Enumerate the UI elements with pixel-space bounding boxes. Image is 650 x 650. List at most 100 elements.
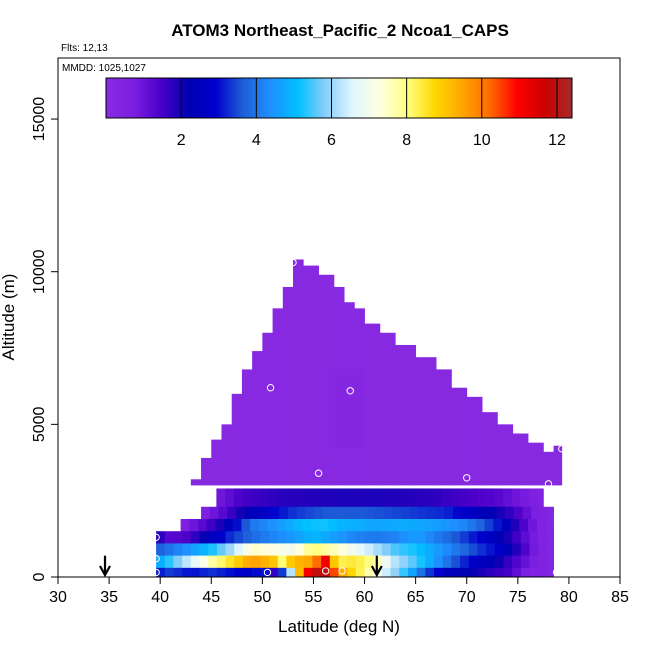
heatmap-cell bbox=[242, 543, 253, 557]
heatmap-cell bbox=[477, 555, 487, 569]
heatmap-cell bbox=[476, 488, 487, 508]
heatmap-cell bbox=[442, 488, 452, 508]
heatmap-cell bbox=[321, 567, 331, 578]
heatmap-cell bbox=[537, 488, 544, 508]
heatmap-cell bbox=[486, 555, 496, 569]
heatmap-cell bbox=[460, 543, 470, 557]
heatmap-cell bbox=[468, 543, 478, 557]
heatmap-cell bbox=[442, 543, 452, 557]
colorbar-tick-label: 6 bbox=[327, 132, 336, 149]
heatmap-cell bbox=[331, 506, 341, 520]
heatmap-cell bbox=[347, 567, 357, 578]
heatmap-cell bbox=[486, 543, 496, 557]
heatmap-cell bbox=[260, 543, 270, 557]
heatmap-cell bbox=[345, 518, 355, 532]
heatmap-cell bbox=[355, 543, 365, 557]
y-tick-label: 5000 bbox=[31, 406, 48, 442]
heatmap-cell bbox=[371, 518, 381, 532]
heatmap-cell bbox=[293, 518, 303, 532]
heatmap-cell bbox=[383, 506, 393, 520]
heatmap-cell bbox=[390, 488, 400, 508]
heatmap-cell bbox=[432, 518, 442, 532]
heatmap-cell bbox=[260, 567, 270, 578]
heatmap-cell bbox=[425, 543, 435, 557]
heatmap-cell bbox=[218, 506, 228, 520]
heatmap-cell-upper bbox=[379, 332, 396, 486]
heatmap-cell bbox=[381, 531, 392, 544]
heatmap-cell bbox=[451, 543, 461, 557]
heatmap-cell bbox=[468, 488, 478, 508]
heatmap-cell bbox=[354, 518, 364, 532]
heatmap-cell bbox=[251, 488, 261, 508]
colorbar-tick-label: 4 bbox=[252, 132, 261, 149]
heatmap-cell bbox=[201, 506, 211, 520]
heatmap-cell bbox=[390, 531, 400, 544]
heatmap-cell bbox=[400, 506, 410, 520]
heatmap-cell bbox=[269, 555, 279, 569]
x-tick-label: 60 bbox=[356, 589, 374, 606]
sample-point bbox=[322, 567, 330, 575]
heatmap-cell-upper bbox=[190, 479, 202, 486]
heatmap-cell bbox=[173, 567, 183, 578]
heatmap-cell bbox=[510, 518, 520, 532]
heatmap-cell bbox=[295, 543, 305, 557]
heatmap-cell bbox=[312, 543, 322, 557]
heatmap-cell bbox=[277, 567, 287, 578]
flight-arrow-head bbox=[99, 565, 111, 578]
heatmap-cell bbox=[501, 518, 512, 532]
x-axis-label: Latitude (deg N) bbox=[278, 617, 400, 636]
heatmap-cell bbox=[416, 543, 426, 557]
heatmap-cell bbox=[399, 543, 409, 557]
heatmap-cell bbox=[215, 518, 225, 532]
heatmap-cell bbox=[390, 567, 400, 578]
heatmap-cell-upper bbox=[512, 433, 529, 486]
heatmap-cell bbox=[276, 518, 286, 532]
heatmap-cell bbox=[270, 506, 280, 520]
heatmap-cell bbox=[303, 488, 313, 508]
heatmap-cell bbox=[536, 518, 546, 532]
heatmap-cell bbox=[295, 555, 305, 569]
heatmap-cell bbox=[322, 506, 332, 520]
heatmap-cell bbox=[451, 531, 461, 544]
heatmap-cell bbox=[503, 531, 513, 544]
heatmap-cell bbox=[425, 531, 435, 544]
heatmap-cell bbox=[234, 555, 244, 569]
sample-point bbox=[152, 568, 160, 577]
heatmap-cell bbox=[423, 518, 433, 532]
heatmap-cell bbox=[407, 531, 418, 544]
heatmap-cell-upper bbox=[482, 412, 498, 486]
heatmap-cell bbox=[442, 555, 452, 569]
heatmap-cell bbox=[513, 506, 523, 520]
heatmap-cell bbox=[416, 488, 426, 508]
colorbar-tick-label: 12 bbox=[548, 132, 566, 149]
heatmap-cell bbox=[538, 555, 548, 569]
heatmap-cell bbox=[227, 506, 237, 520]
heatmap-cell bbox=[425, 567, 435, 578]
heatmap-cell bbox=[355, 488, 365, 508]
heatmap-cell bbox=[199, 543, 209, 557]
heatmap-cell bbox=[425, 555, 435, 569]
heatmap-cell bbox=[225, 555, 235, 569]
heatmap-cell bbox=[269, 531, 279, 544]
heatmap-cell bbox=[251, 567, 261, 578]
heatmap-cell bbox=[470, 506, 480, 520]
heatmap-cell bbox=[329, 567, 339, 578]
heatmap-cell bbox=[467, 518, 477, 532]
sample-points bbox=[152, 258, 566, 577]
heatmap-cell bbox=[337, 488, 348, 508]
colorbar-tick-label: 2 bbox=[177, 132, 186, 149]
heatmap-cell bbox=[267, 518, 277, 532]
colorbar: 2 4 6 8 10 12 bbox=[105, 77, 573, 149]
heatmap-cell-upper bbox=[293, 259, 304, 486]
heatmap-cell bbox=[209, 506, 219, 520]
heatmap-cell bbox=[235, 506, 245, 520]
heatmap-cell bbox=[452, 506, 463, 520]
chart-title: ATOM3 Northeast_Pacific_2 Ncoa1_CAPS bbox=[171, 21, 509, 40]
heatmap-cell bbox=[546, 567, 554, 578]
heatmap-cell bbox=[208, 543, 218, 557]
x-tick-label: 85 bbox=[611, 589, 629, 606]
heatmap-cell bbox=[305, 506, 315, 520]
heatmap-cell bbox=[434, 531, 444, 544]
heatmap-cell bbox=[321, 555, 331, 569]
heatmap-cell bbox=[546, 543, 554, 557]
